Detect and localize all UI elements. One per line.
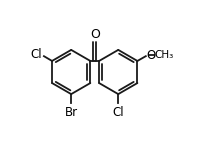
Text: Cl: Cl bbox=[112, 106, 124, 119]
Text: O: O bbox=[90, 28, 100, 41]
Text: CH₃: CH₃ bbox=[155, 50, 174, 60]
Text: Cl: Cl bbox=[30, 48, 42, 61]
Text: Br: Br bbox=[65, 106, 78, 119]
Text: O: O bbox=[146, 49, 156, 61]
